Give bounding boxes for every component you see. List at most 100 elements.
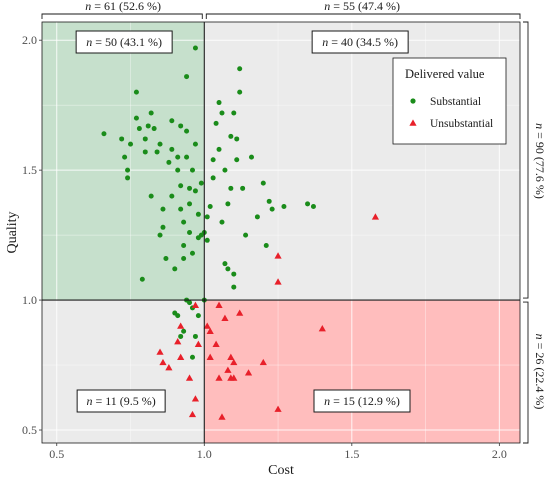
x-tick-label: 2.0 [492, 447, 507, 461]
quadrant-bottom-right-fill [204, 300, 521, 443]
x-tick-label: 0.5 [49, 447, 64, 461]
data-points [101, 45, 380, 420]
quadrant-top-left-fill [42, 22, 205, 301]
data-point-substantial [216, 146, 222, 152]
data-point-substantial [128, 141, 134, 147]
data-point-substantial [269, 206, 275, 212]
data-point-unsubstantial [244, 369, 253, 376]
data-point-substantial [178, 183, 184, 189]
data-point-substantial [125, 175, 131, 181]
data-point-substantial [148, 110, 154, 116]
axis-ticks: 0.5 1.0 1.5 2.0 0.5 1.0 1.5 2.0 [22, 33, 507, 461]
data-point-substantial [192, 45, 198, 51]
data-point-unsubstantial [191, 395, 200, 402]
data-point-substantial [225, 201, 231, 207]
data-point-substantial [172, 266, 178, 272]
data-point-substantial [133, 115, 139, 121]
data-point-substantial [181, 219, 187, 225]
data-point-substantial [192, 333, 198, 339]
y-tick-label: 0.5 [22, 423, 37, 437]
data-point-substantial [187, 185, 193, 191]
x-tick-label: 1.5 [344, 447, 359, 461]
data-point-substantial [166, 159, 172, 165]
data-point-substantial [101, 131, 107, 137]
data-point-unsubstantial [218, 413, 226, 420]
data-point-substantial [204, 214, 210, 220]
y-tick-label: 1.0 [22, 293, 37, 307]
bracket-lower [523, 301, 529, 444]
quadrant-label-bottom-left: n = 11 (9.5 %) [76, 389, 166, 413]
y-tick-label: 2.0 [22, 33, 37, 47]
data-point-substantial [219, 110, 225, 116]
data-point-substantial [228, 185, 234, 191]
data-point-unsubstantial [165, 364, 173, 371]
data-point-substantial [237, 66, 243, 72]
data-point-substantial [210, 157, 216, 163]
data-point-unsubstantial [174, 338, 182, 345]
x-axis-title: Cost [268, 463, 294, 478]
data-point-substantial [178, 333, 184, 339]
data-point-unsubstantial [227, 353, 235, 360]
margin-brackets [41, 13, 529, 444]
data-point-substantial [216, 100, 222, 106]
data-point-unsubstantial [259, 358, 267, 366]
bracket-left [41, 13, 203, 19]
data-point-substantial [175, 154, 181, 160]
data-point-substantial [195, 313, 201, 319]
data-point-unsubstantial [215, 301, 223, 308]
data-point-substantial [169, 146, 175, 152]
data-point-substantial [204, 237, 210, 243]
legend-items: Substantial Unsubstantial [409, 96, 493, 130]
data-point-substantial [222, 167, 228, 173]
legend-title: Delivered value [405, 67, 485, 81]
data-point-unsubstantial [215, 374, 223, 381]
data-point-unsubstantial [191, 301, 200, 308]
data-point-substantial [263, 242, 269, 248]
data-point-unsubstantial [206, 327, 214, 334]
data-point-substantial [187, 230, 193, 235]
data-point-substantial [228, 133, 234, 139]
panel-border [41, 21, 521, 444]
data-point-unsubstantial [274, 252, 282, 259]
data-point-unsubstantial [177, 353, 185, 360]
data-point-substantial [195, 211, 201, 217]
quadrant-bottom-left-fill [42, 300, 205, 443]
data-point-substantial [163, 255, 169, 261]
data-point-unsubstantial [206, 353, 214, 360]
data-point-substantial [133, 89, 139, 95]
data-point-unsubstantial [230, 374, 238, 381]
data-point-substantial [189, 167, 195, 173]
data-point-substantial [222, 261, 228, 267]
reference-lines [42, 22, 520, 443]
data-point-substantial [192, 141, 198, 147]
data-point-substantial [187, 300, 193, 306]
data-point-substantial [305, 201, 311, 207]
data-point-substantial [234, 157, 240, 163]
data-point-substantial [243, 232, 249, 238]
data-point-substantial [240, 185, 246, 191]
data-point-substantial [157, 232, 163, 238]
margin-label-left: n = 61 (52.6 %) [85, 0, 161, 13]
data-point-substantial [254, 214, 260, 220]
data-point-substantial [184, 154, 190, 160]
data-point-substantial [142, 149, 148, 155]
data-point-substantial [184, 128, 190, 134]
data-point-substantial [213, 120, 219, 126]
data-point-unsubstantial [159, 358, 167, 366]
data-point-substantial [231, 284, 237, 290]
data-point-substantial [225, 266, 231, 272]
data-point-substantial [160, 206, 166, 212]
data-point-unsubstantial [194, 340, 202, 347]
data-point-substantial [157, 141, 163, 147]
legend-item-label: Substantial [430, 96, 481, 108]
data-point-substantial [175, 313, 181, 319]
data-point-unsubstantial [185, 374, 194, 381]
data-point-substantial [248, 154, 254, 160]
data-point-substantial [237, 89, 243, 95]
data-point-unsubstantial [318, 325, 326, 332]
data-point-substantial [266, 198, 272, 204]
data-point-unsubstantial [188, 410, 197, 418]
data-point-substantial [122, 154, 128, 160]
data-point-substantial [184, 74, 190, 80]
data-point-substantial [281, 204, 287, 210]
